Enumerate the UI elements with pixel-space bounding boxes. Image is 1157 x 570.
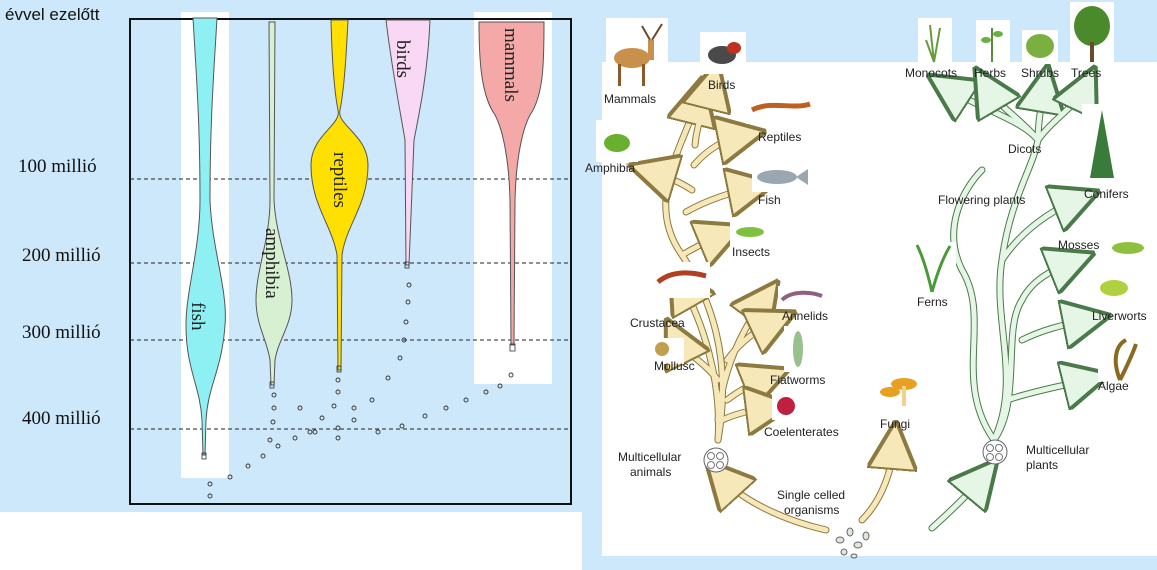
tree-plant-icon — [1070, 2, 1114, 64]
label-monocots: Monocots — [905, 66, 957, 80]
fish-base-node — [201, 452, 207, 460]
snail-icon — [644, 338, 684, 364]
fish-icon — [752, 162, 810, 192]
mammals-base-node — [509, 343, 516, 352]
label-amphibia: Amphibia — [585, 161, 635, 175]
label-single-celled-line2: organisms — [784, 503, 839, 517]
animal-tree-branches — [652, 85, 774, 444]
reptiles-base-node — [336, 365, 342, 373]
tick-100: 100 millió — [18, 156, 97, 177]
crayfish-icon — [652, 262, 710, 298]
label-trees: Trees — [1071, 66, 1101, 80]
fish-clade-shape — [185, 17, 226, 456]
tick-400: 400 millió — [22, 408, 101, 429]
tick-200: 200 millió — [22, 245, 101, 266]
vertebrate-timeline-panel: fish amphibia reptiles birds mammals évv… — [0, 0, 582, 512]
grasshopper-icon — [730, 218, 772, 246]
frog-icon — [596, 120, 638, 162]
label-conifers: Conifers — [1084, 187, 1129, 201]
monocot-plant-icon — [918, 18, 952, 64]
birds-label: birds — [392, 40, 413, 78]
single-celled-organisms-icon — [835, 527, 870, 559]
label-coelenterates: Coelenterates — [764, 425, 839, 439]
label-birds: Birds — [708, 78, 735, 92]
mammals-clade-shape — [478, 21, 545, 346]
label-algae: Algae — [1098, 379, 1129, 393]
amphibia-clade-shape — [255, 21, 293, 386]
earthworm-icon — [778, 286, 826, 308]
label-multicellular-plants-line1: Multicellular — [1026, 443, 1089, 457]
deer-icon — [606, 18, 668, 90]
label-single-celled-line1: Single celled — [777, 488, 845, 502]
flatworm-icon — [784, 326, 814, 372]
shrub-plant-icon — [1022, 30, 1058, 64]
label-liverworts: Liverworts — [1092, 309, 1147, 323]
label-flatworms: Flatworms — [770, 373, 825, 387]
label-mammals: Mammals — [604, 92, 656, 106]
lizard-icon — [746, 94, 814, 124]
fish-label: fish — [187, 302, 208, 331]
label-crustacea: Crustacea — [630, 316, 685, 330]
multicellular-animals-cell-icon — [703, 447, 729, 473]
fungi-icon — [878, 372, 926, 412]
vertebrate-timeline-svg: fish amphibia reptiles birds mammals évv… — [5, 5, 572, 505]
label-mollusc: Mollusc — [654, 359, 695, 373]
tree-of-life-svg: Mammals Birds Reptiles Amphibia Fish Ins… — [585, 2, 1150, 559]
label-ferns: Ferns — [917, 295, 948, 309]
fern-icon — [908, 242, 956, 294]
label-shrubs: Shrubs — [1021, 66, 1059, 80]
label-insects: Insects — [732, 245, 770, 259]
mammals-label: mammals — [500, 28, 521, 102]
label-herbs: Herbs — [974, 66, 1006, 80]
label-multicellular-animals-line2: animals — [630, 465, 671, 479]
algae-icon — [1098, 336, 1140, 382]
amphibia-label: amphibia — [261, 228, 282, 299]
chart-frame — [129, 18, 572, 505]
label-annelids: Annelids — [782, 309, 828, 323]
birds-base-node — [404, 261, 410, 269]
root-arrows — [722, 445, 982, 534]
label-flowering-plants: Flowering plants — [938, 193, 1025, 207]
axis-title: évvel ezelőtt — [5, 5, 100, 24]
multicellular-plants-cell-icon — [982, 439, 1008, 465]
label-reptiles: Reptiles — [758, 130, 801, 144]
sea-anemone-icon — [772, 392, 800, 420]
amphibia-base-node — [269, 381, 275, 389]
label-mosses: Mosses — [1058, 238, 1099, 252]
liverwort-icon — [1094, 266, 1134, 306]
tick-300: 300 millió — [22, 322, 101, 343]
label-multicellular-animals-line1: Multicellular — [618, 450, 681, 464]
herb-plant-icon — [976, 20, 1010, 64]
label-multicellular-plants-line2: plants — [1026, 458, 1058, 472]
conifer-icon — [1082, 104, 1122, 184]
bird-icon — [700, 32, 746, 74]
tree-of-life-panel: Mammals Birds Reptiles Amphibia Fish Ins… — [582, 0, 1157, 570]
reptiles-label: reptiles — [329, 152, 350, 208]
ancestry-dots — [207, 282, 514, 499]
moss-icon — [1106, 206, 1150, 260]
label-fish: Fish — [758, 193, 781, 207]
label-fungi: Fungi — [880, 417, 910, 431]
plant-tree-branches — [948, 88, 1087, 444]
label-dicots: Dicots — [1008, 142, 1041, 156]
